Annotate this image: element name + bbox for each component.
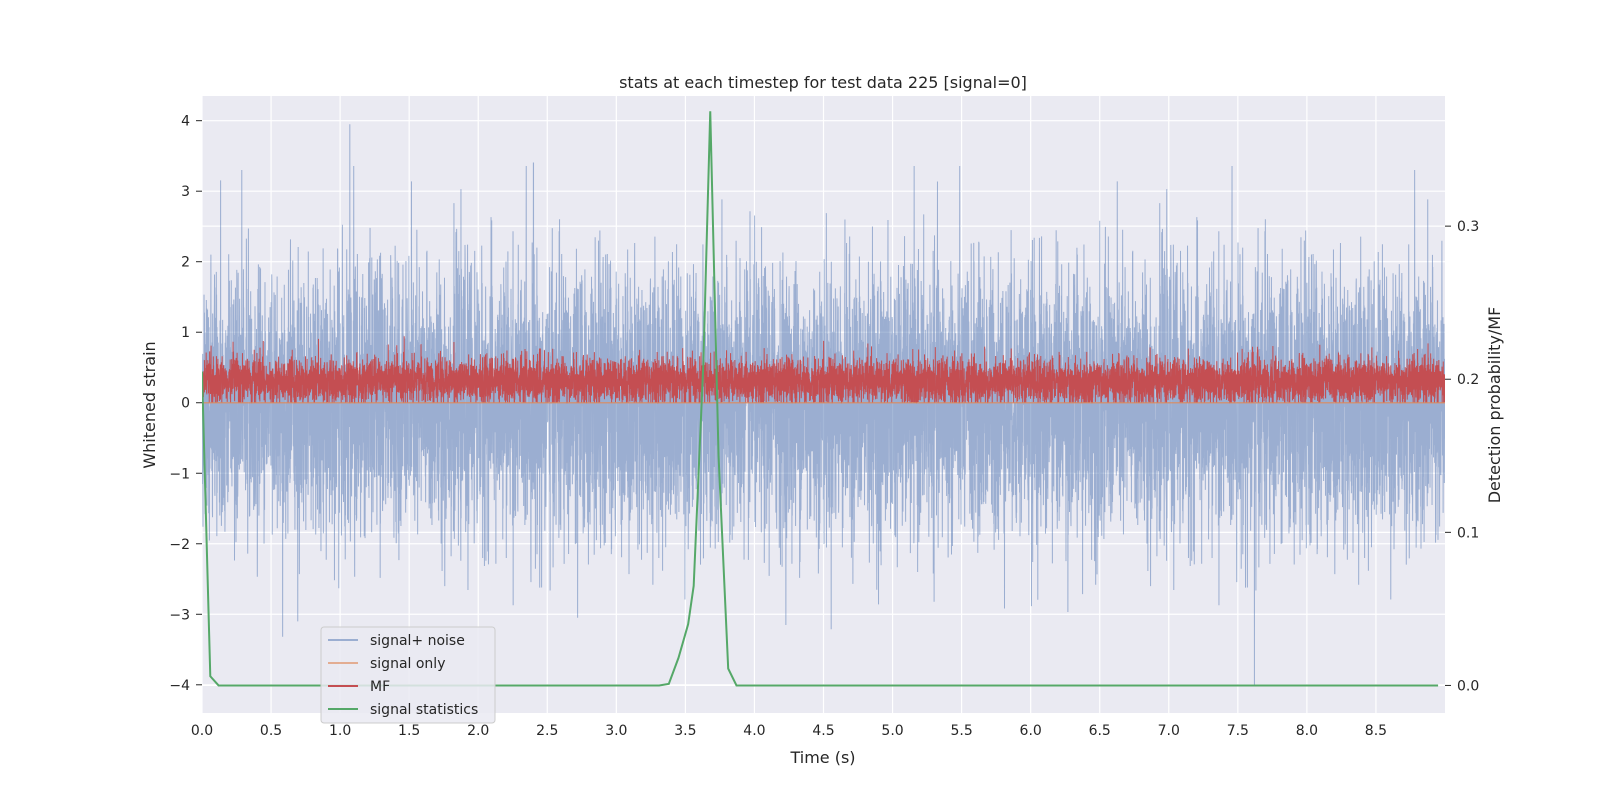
y-tick-label: −3 — [169, 607, 190, 623]
y2-tick-label: 0.0 — [1457, 678, 1479, 694]
y-tick-label: 0 — [181, 396, 190, 412]
x-axis-label: Time (s) — [789, 748, 855, 767]
y-tick-label: −2 — [169, 537, 190, 553]
x-tick-label: 3.0 — [605, 723, 627, 739]
y-tick-label: 2 — [181, 255, 190, 271]
y2-axis-label: Detection probability/MF — [1485, 307, 1504, 504]
legend: signal+ noise signal only MF signal stat… — [320, 626, 496, 724]
y-tick-label: 4 — [181, 114, 190, 130]
y2-tick-label: 0.3 — [1457, 219, 1479, 235]
x-tick-label: 1.0 — [329, 723, 351, 739]
x-tick-label: 5.0 — [881, 723, 903, 739]
y-tick-label: −4 — [169, 678, 190, 694]
y2-tick-label: 0.2 — [1457, 372, 1479, 388]
x-tick-label: 5.5 — [950, 723, 972, 739]
x-tick-label: 0.5 — [260, 723, 282, 739]
x-tick-label: 8.5 — [1365, 723, 1387, 739]
legend-label-mf: MF — [370, 679, 390, 695]
series-layer — [202, 111, 1445, 687]
x-tick-label: 4.0 — [743, 723, 765, 739]
series-mf-line — [202, 336, 1445, 404]
x-tick-label: 1.5 — [398, 723, 420, 739]
x-tick-label: 2.0 — [467, 723, 489, 739]
x-tick-label: 4.5 — [812, 723, 834, 739]
legend-label-signal-statistics: signal statistics — [370, 702, 478, 718]
y-tick-label: −1 — [169, 466, 190, 482]
x-tick-label: 2.5 — [536, 723, 558, 739]
x-tick-label: 6.5 — [1089, 723, 1111, 739]
x-tick-label: 3.5 — [674, 723, 696, 739]
x-tick-label: 8.0 — [1296, 723, 1318, 739]
ticks: 0.0 0.5 1.0 1.5 2.0 2.5 3.0 3.5 4.0 4.5 5.0 5.5 6.0 6… — [169, 114, 1479, 739]
x-tick-label: 6.0 — [1020, 723, 1042, 739]
series-signal-statistics-line — [202, 111, 1439, 687]
y-tick-label: 3 — [181, 184, 190, 200]
x-tick-label: 0.0 — [191, 723, 213, 739]
chart-title: stats at each timestep for test data 225… — [619, 73, 1027, 92]
legend-label-signal-noise: signal+ noise — [370, 633, 465, 649]
y2-tick-label: 0.1 — [1457, 525, 1479, 541]
x-tick-label: 7.0 — [1158, 723, 1180, 739]
legend-label-signal-only: signal only — [370, 656, 445, 672]
y-tick-label: 1 — [181, 325, 190, 341]
x-tick-label: 7.5 — [1227, 723, 1249, 739]
y-axis-label: Whitened strain — [140, 341, 159, 468]
legend-box — [320, 626, 496, 724]
